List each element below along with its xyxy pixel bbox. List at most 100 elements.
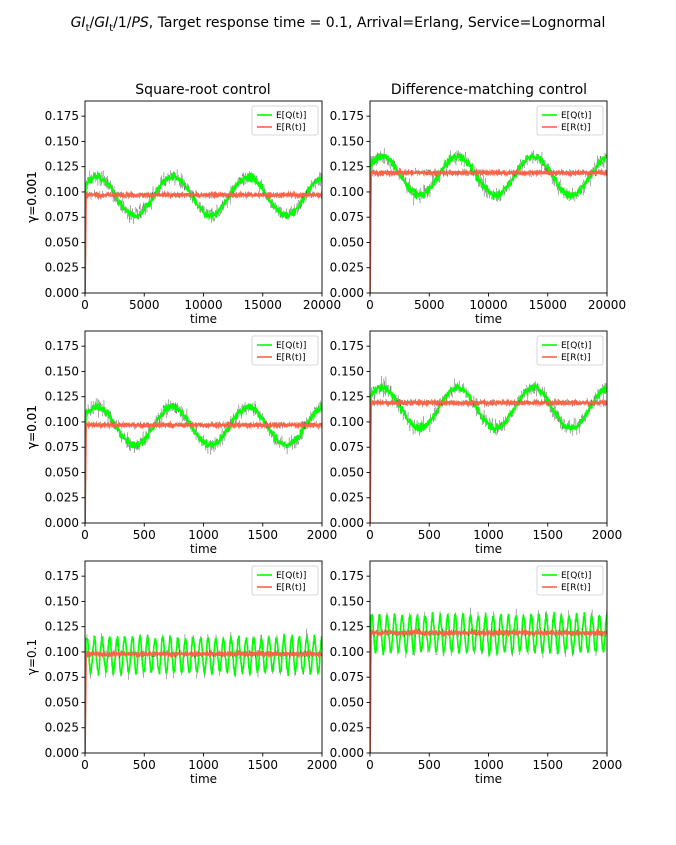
legend: E[Q(t)] E[R(t)] xyxy=(536,565,604,596)
y-tick-label: 0.100 xyxy=(330,185,364,199)
y-tick-label: 0.050 xyxy=(330,465,364,479)
series-line-q xyxy=(85,402,322,522)
x-tick-label: 20000 xyxy=(588,298,626,312)
y-tick-label: 0.150 xyxy=(330,364,364,378)
y-tick-label: 0.075 xyxy=(45,670,79,684)
x-axis-label: time xyxy=(475,542,502,556)
legend: E[Q(t)] E[R(t)] xyxy=(536,335,604,366)
y-tick-label: 0.100 xyxy=(330,415,364,429)
x-tick-label: 10000 xyxy=(469,298,507,312)
x-tick-label: 1000 xyxy=(473,528,504,542)
y-tick-label: 0.150 xyxy=(330,134,364,148)
y-tick-label: 0.175 xyxy=(45,569,79,583)
series-q-noise-band xyxy=(370,375,607,521)
plot-area xyxy=(370,147,607,293)
series-line-r xyxy=(370,167,607,293)
y-tick-label: 0.125 xyxy=(45,160,79,174)
legend: E[Q(t)] E[R(t)] xyxy=(251,335,319,366)
subplot-1-1: 0.000 0.025 0.050 0.075 0.100 0.125 0.150 0.175… xyxy=(25,100,341,326)
legend-label: E[R(t)] xyxy=(276,583,306,593)
x-tick-label: 2000 xyxy=(307,528,338,542)
y-tick-label: 0.050 xyxy=(45,465,79,479)
y-tick-label: 0.025 xyxy=(45,491,79,505)
subplot-2-2: 0.000 0.025 0.050 0.075 0.100 0.125 0.150 0.175… xyxy=(25,330,622,556)
x-tick-label: 2000 xyxy=(592,758,623,772)
legend: E[Q(t)] E[R(t)] xyxy=(251,105,319,136)
y-tick-label: 0.150 xyxy=(330,594,364,608)
x-tick-label: 1000 xyxy=(473,758,504,772)
y-tick-label: 0.075 xyxy=(330,210,364,224)
x-axis-label: time xyxy=(475,772,502,786)
legend-label: E[R(t)] xyxy=(276,353,306,363)
y-tick-label: 0.150 xyxy=(45,134,79,148)
series-q-noise-band xyxy=(85,398,322,523)
legend-label: E[R(t)] xyxy=(561,353,591,363)
legend: E[Q(t)] E[R(t)] xyxy=(536,105,604,136)
row-label: γ=0.1 xyxy=(25,639,39,675)
x-tick-label: 1500 xyxy=(247,758,278,772)
x-tick-label: 0 xyxy=(81,528,89,542)
x-tick-label: 1000 xyxy=(188,758,219,772)
y-tick-label: 0.050 xyxy=(330,235,364,249)
y-tick-label: 0.075 xyxy=(45,440,79,454)
series-line-r xyxy=(85,419,322,523)
x-tick-label: 15000 xyxy=(529,298,567,312)
y-tick-label: 0.050 xyxy=(45,235,79,249)
figure-title: GIt/GIt/1/PS, Target response time = 0.1… xyxy=(71,15,606,34)
y-tick-label: 0.050 xyxy=(45,695,79,709)
x-tick-label: 1000 xyxy=(188,528,219,542)
legend-label: E[Q(t)] xyxy=(276,341,306,351)
plot-area xyxy=(85,169,322,293)
series-q-noise-band xyxy=(85,169,322,291)
x-tick-label: 2000 xyxy=(307,758,338,772)
y-tick-label: 0.150 xyxy=(45,594,79,608)
y-tick-label: 0.075 xyxy=(330,440,364,454)
y-tick-label: 0.025 xyxy=(45,261,79,275)
legend-label: E[R(t)] xyxy=(561,123,591,133)
subplot-3-1: 0.000 0.025 0.050 0.075 0.100 0.125 0.150 0.175… xyxy=(25,560,338,786)
legend-label: E[R(t)] xyxy=(561,583,591,593)
x-tick-label: 0 xyxy=(81,298,89,312)
y-tick-label: 0.175 xyxy=(45,109,79,123)
y-tick-label: 0.025 xyxy=(330,261,364,275)
series-line-r xyxy=(370,627,607,753)
series-q-noise-band xyxy=(85,628,322,753)
x-axis-label: time xyxy=(190,542,217,556)
x-tick-label: 500 xyxy=(133,758,156,772)
subplot-1-2: 0.000 0.025 0.050 0.075 0.100 0.125 0.150 0.175… xyxy=(25,100,626,326)
x-axis-label: time xyxy=(475,312,502,326)
x-axis-label: time xyxy=(190,772,217,786)
y-tick-label: 0.000 xyxy=(330,516,364,530)
series-line-q xyxy=(370,611,607,753)
y-tick-label: 0.000 xyxy=(45,286,79,300)
series-line-q xyxy=(370,152,607,293)
y-tick-label: 0.125 xyxy=(45,620,79,634)
x-tick-label: 0 xyxy=(81,758,89,772)
x-tick-label: 500 xyxy=(418,758,441,772)
y-tick-label: 0.150 xyxy=(45,364,79,378)
y-tick-label: 0.000 xyxy=(330,286,364,300)
legend-label: E[R(t)] xyxy=(276,123,306,133)
legend-label: E[Q(t)] xyxy=(276,111,306,121)
x-tick-label: 5000 xyxy=(414,298,445,312)
row-label: γ=0.001 xyxy=(25,171,39,223)
subplot-3-2: 0.000 0.025 0.050 0.075 0.100 0.125 0.150 0.175… xyxy=(330,560,623,786)
y-tick-label: 0.000 xyxy=(45,516,79,530)
x-tick-label: 5000 xyxy=(129,298,160,312)
x-tick-label: 0 xyxy=(366,298,374,312)
x-tick-label: 500 xyxy=(418,528,441,542)
y-tick-label: 0.025 xyxy=(330,721,364,735)
series-line-q xyxy=(85,172,322,292)
y-tick-label: 0.025 xyxy=(45,721,79,735)
legend-label: E[Q(t)] xyxy=(561,571,591,581)
series-q-noise-band xyxy=(370,147,607,293)
legend-label: E[Q(t)] xyxy=(561,341,591,351)
y-tick-label: 0.000 xyxy=(330,746,364,760)
y-tick-label: 0.175 xyxy=(330,109,364,123)
y-tick-label: 0.125 xyxy=(330,160,364,174)
x-tick-label: 500 xyxy=(133,528,156,542)
series-line-q xyxy=(370,382,607,519)
x-tick-label: 20000 xyxy=(303,298,341,312)
column-title-difference-matching: Difference-matching control xyxy=(391,82,587,98)
